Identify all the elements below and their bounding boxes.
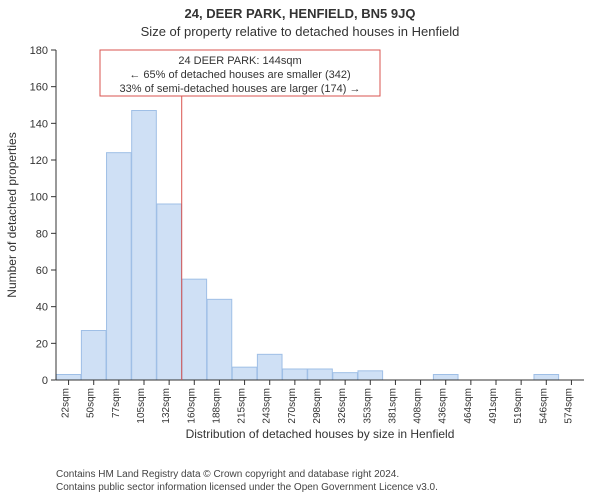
x-tick-label: 326sqm: [337, 388, 348, 424]
histogram-bar: [207, 299, 232, 380]
x-tick-label: 22sqm: [61, 388, 72, 418]
histogram-bar: [232, 367, 257, 380]
y-tick-label: 0: [42, 375, 48, 387]
page-title: 24, DEER PARK, HENFIELD, BN5 9JQ: [0, 6, 600, 21]
y-tick-label: 160: [30, 82, 48, 94]
histogram-bar: [157, 204, 182, 380]
y-tick-label: 20: [36, 338, 48, 350]
histogram-bar: [132, 111, 157, 381]
x-tick-label: 243sqm: [262, 388, 273, 424]
x-tick-label: 491sqm: [488, 388, 499, 424]
x-tick-label: 132sqm: [161, 388, 172, 424]
x-tick-label: 464sqm: [463, 388, 474, 424]
histogram-bar: [56, 375, 81, 381]
x-tick-label: 574sqm: [563, 388, 574, 424]
histogram-bar: [534, 375, 559, 381]
x-tick-label: 546sqm: [538, 388, 549, 424]
x-tick-label: 381sqm: [387, 388, 398, 424]
x-tick-label: 188sqm: [211, 388, 222, 424]
histogram-bar: [257, 354, 282, 380]
x-axis-label: Distribution of detached houses by size …: [186, 427, 455, 441]
x-tick-label: 105sqm: [136, 388, 147, 424]
histogram-bar: [308, 369, 333, 380]
callout-line: 33% of semi-detached houses are larger (…: [120, 83, 361, 95]
histogram-chart: 0 20 40 60 80 100 120 140 160 180 22sqm 50sqm 77sqm 1…: [0, 46, 600, 450]
histogram-bar: [283, 369, 308, 380]
page-root: { "header": { "title_main": "24, DEER PA…: [0, 0, 600, 500]
x-tick-label: 77sqm: [111, 388, 122, 418]
x-tick-label: 298sqm: [312, 388, 323, 424]
y-tick-label: 100: [30, 192, 48, 204]
y-tick-label: 140: [30, 118, 48, 130]
histogram-bar: [433, 375, 458, 381]
y-tick-label: 80: [36, 228, 48, 240]
histogram-bar: [333, 373, 358, 380]
x-tick-label: 270sqm: [287, 388, 298, 424]
callout-line: ← 65% of detached houses are smaller (34…: [129, 69, 350, 81]
x-tick-label: 353sqm: [362, 388, 373, 424]
histogram-bar: [81, 331, 106, 381]
histogram-bar: [358, 371, 383, 380]
y-tick-label: 60: [36, 265, 48, 277]
y-tick-label: 180: [30, 46, 48, 57]
x-tick-label: 50sqm: [86, 388, 97, 418]
y-tick-label: 40: [36, 302, 48, 314]
x-tick-label: 436sqm: [438, 388, 449, 424]
page-subtitle: Size of property relative to detached ho…: [0, 24, 600, 39]
chart-container: 0 20 40 60 80 100 120 140 160 180 22sqm 50sqm 77sqm 1…: [0, 46, 600, 450]
copyright-line-1: Contains HM Land Registry data © Crown c…: [56, 468, 438, 481]
x-tick-label: 519sqm: [513, 388, 524, 424]
x-tick-label: 215sqm: [237, 388, 248, 424]
copyright-block: Contains HM Land Registry data © Crown c…: [56, 468, 438, 494]
x-tick-label: 160sqm: [186, 388, 197, 424]
histogram-bar: [107, 153, 132, 380]
histogram-bar: [182, 279, 207, 380]
y-tick-label: 120: [30, 155, 48, 167]
x-tick-label: 408sqm: [413, 388, 424, 424]
copyright-line-2: Contains public sector information licen…: [56, 481, 438, 494]
callout-line: 24 DEER PARK: 144sqm: [178, 55, 301, 67]
y-axis-label: Number of detached properties: [5, 132, 19, 297]
